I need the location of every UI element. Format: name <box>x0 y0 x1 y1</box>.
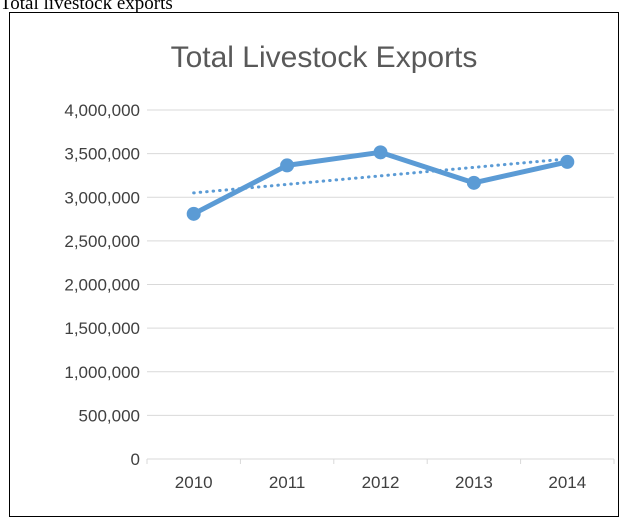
x-axis: 2010 2011 2012 2013 2014 <box>146 458 615 492</box>
x-tick-label: 2011 <box>269 473 306 492</box>
data-point <box>373 145 388 160</box>
trendline-line <box>192 157 569 195</box>
y-tick-label: 2,500,000 <box>64 232 140 251</box>
data-point <box>560 154 575 169</box>
data-point <box>466 175 481 190</box>
data-point <box>186 206 201 221</box>
x-tick-label: 2014 <box>548 473 586 492</box>
x-tick-label: 2010 <box>175 473 213 492</box>
x-tick-label: 2012 <box>362 473 400 492</box>
data-point <box>280 158 295 173</box>
chart-title: Total Livestock Exports <box>171 41 478 74</box>
series <box>186 145 575 221</box>
series-line <box>191 149 570 217</box>
y-tick-label: 2,000,000 <box>64 276 140 295</box>
y-axis: 0 500,000 1,000,000 1,500,000 2,000,000 2,500… <box>64 101 140 469</box>
y-tick-label: 0 <box>131 450 140 469</box>
y-tick-label: 1,500,000 <box>64 319 140 338</box>
x-tick-label: 2013 <box>455 473 493 492</box>
y-tick-label: 1,000,000 <box>64 363 140 382</box>
y-tick-label: 4,000,000 <box>64 101 140 120</box>
figure-caption: Total livestock exports <box>0 0 173 14</box>
y-tick-label: 3,000,000 <box>64 188 140 207</box>
y-tick-label: 3,500,000 <box>64 145 140 164</box>
y-tick-label: 500,000 <box>79 406 140 425</box>
chart-area <box>9 12 619 517</box>
trendline <box>192 157 569 195</box>
